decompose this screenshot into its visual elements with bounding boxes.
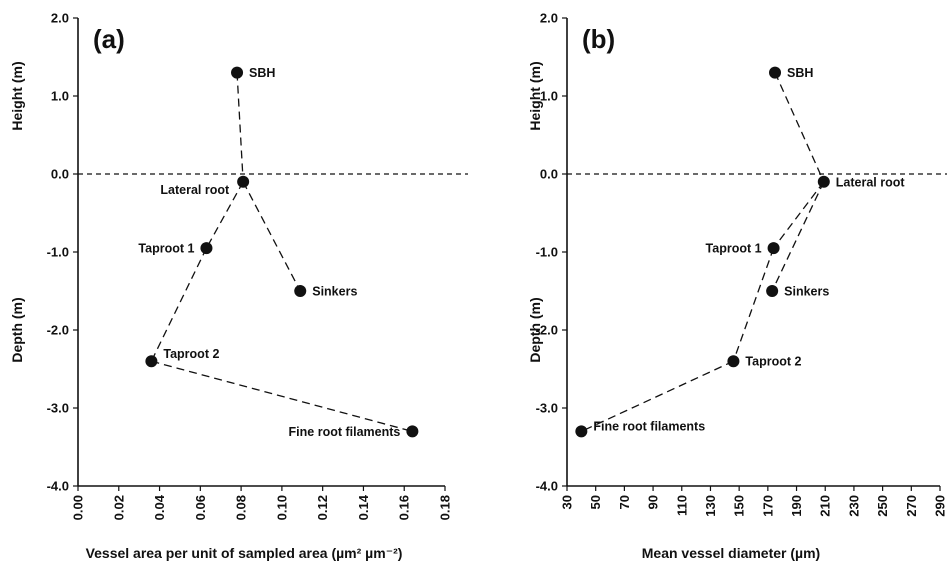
connector-line xyxy=(242,181,301,292)
y-axis-label-depth: Depth (m) xyxy=(527,297,543,362)
y-tick-label: -4.0 xyxy=(536,479,558,494)
data-point xyxy=(727,355,740,368)
connector-line xyxy=(771,181,825,292)
data-point xyxy=(406,425,419,438)
x-tick-label: 50 xyxy=(588,495,603,509)
x-tick-label: 190 xyxy=(789,495,804,517)
x-tick-label: 0.00 xyxy=(71,495,86,520)
panel-a: 2.0 1.0 0.0 -1.0 -2.0 -3.0 -4.00.00 0.02 0.04 0.0… xyxy=(9,11,468,561)
y-tick-label: 1.0 xyxy=(540,89,558,104)
connector-line xyxy=(151,360,413,433)
y-tick-label: -3.0 xyxy=(536,401,558,416)
data-point xyxy=(237,175,250,188)
x-tick-label: 0.16 xyxy=(397,495,412,520)
x-tick-label: 0.08 xyxy=(234,495,249,520)
x-tick-label: 130 xyxy=(703,495,718,517)
data-point xyxy=(817,175,830,188)
point-label: Sinkers xyxy=(312,285,357,299)
point-label: Lateral root xyxy=(160,183,230,197)
point-label: SBH xyxy=(249,66,275,80)
data-point xyxy=(575,425,588,438)
x-tick-label: 230 xyxy=(846,495,861,517)
connector-line xyxy=(150,247,208,362)
y-tick-label: 0.0 xyxy=(540,167,558,182)
point-label: Sinkers xyxy=(784,285,829,299)
y-tick-label: -1.0 xyxy=(47,245,69,260)
data-point xyxy=(231,66,244,79)
x-tick-label: 210 xyxy=(818,495,833,517)
x-tick-label: 0.04 xyxy=(152,494,167,520)
x-tick-label: 0.12 xyxy=(315,495,330,520)
x-tick-label: 270 xyxy=(904,495,919,517)
x-axis-label: Vessel area per unit of sampled area (µm… xyxy=(86,545,403,561)
y-tick-label: 2.0 xyxy=(51,11,69,26)
y-tick-label: -4.0 xyxy=(47,479,69,494)
point-label: Taproot 1 xyxy=(706,242,762,256)
x-tick-label: 170 xyxy=(760,495,775,517)
x-tick-label: 0.10 xyxy=(274,495,289,520)
y-tick-label: 1.0 xyxy=(51,89,69,104)
point-label: SBH xyxy=(787,66,813,80)
y-tick-label: 2.0 xyxy=(540,11,558,26)
connector-line xyxy=(732,247,775,362)
x-tick-label: 90 xyxy=(646,495,661,509)
panel-label: (a) xyxy=(93,24,125,54)
data-point xyxy=(200,242,213,255)
point-label: Lateral root xyxy=(836,175,906,189)
x-tick-label: 70 xyxy=(617,495,632,509)
data-point xyxy=(294,285,307,297)
data-point xyxy=(769,66,782,79)
x-tick-label: 290 xyxy=(933,495,947,517)
data-point xyxy=(766,285,779,297)
y-axis-label-depth: Depth (m) xyxy=(9,297,25,362)
x-tick-label: 0.06 xyxy=(193,495,208,520)
y-tick-label: 0.0 xyxy=(51,167,69,182)
x-tick-label: 30 xyxy=(560,495,575,509)
data-point xyxy=(767,242,780,255)
point-label: Taproot 2 xyxy=(745,355,801,369)
y-tick-label: -3.0 xyxy=(47,401,69,416)
connector-line xyxy=(773,181,825,249)
x-axis-label: Mean vessel diameter (µm) xyxy=(642,545,820,561)
point-label: Taproot 1 xyxy=(138,242,194,256)
data-point xyxy=(145,355,158,368)
panel-label: (b) xyxy=(582,24,615,54)
x-tick-label: 250 xyxy=(875,495,890,517)
x-tick-label: 150 xyxy=(732,495,747,517)
y-tick-label: -1.0 xyxy=(536,245,558,260)
connector-line xyxy=(774,72,825,183)
connector-line xyxy=(581,360,734,432)
y-tick-label: -2.0 xyxy=(47,323,69,338)
y-axis-label-height: Height (m) xyxy=(9,61,25,130)
y-axis-label-height: Height (m) xyxy=(527,61,543,130)
x-tick-label: 110 xyxy=(674,495,689,516)
point-label: Fine root filaments xyxy=(593,419,705,433)
connector-line xyxy=(236,72,244,182)
point-label: Fine root filaments xyxy=(289,425,401,439)
x-tick-label: 0.14 xyxy=(356,494,371,520)
point-label: Taproot 2 xyxy=(163,347,219,361)
x-tick-label: 0.02 xyxy=(111,495,126,520)
panel-b: 2.0 1.0 0.0 -1.0 -2.0 -3.0 -4.030 50 70 90 110 130 1… xyxy=(527,11,947,561)
x-tick-label: 0.18 xyxy=(438,495,453,520)
y-tick-label: -2.0 xyxy=(536,323,558,338)
